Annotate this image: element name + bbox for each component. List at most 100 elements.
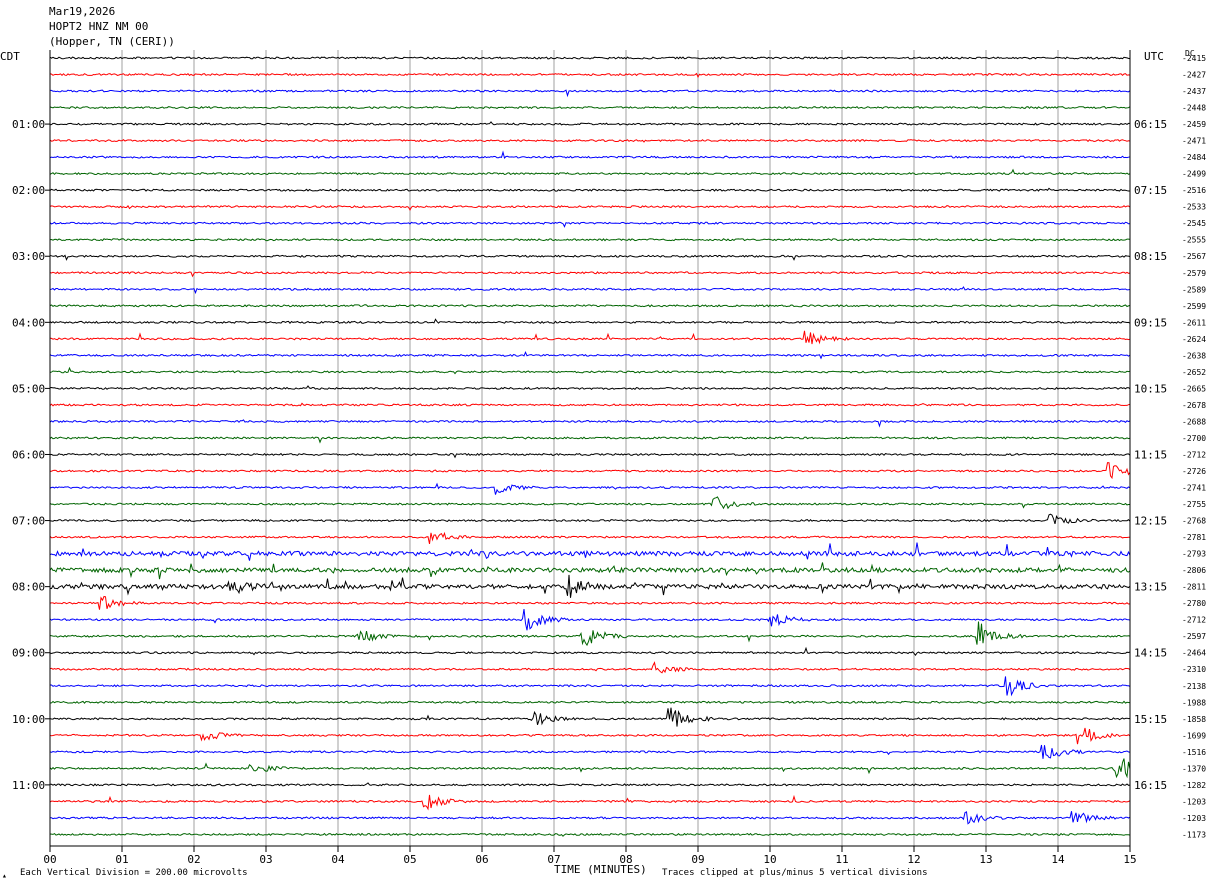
trace-line [49, 452, 1131, 459]
dc-offset-label: -2471 [1182, 137, 1206, 146]
utc-hour-label: 09:15 [1134, 316, 1167, 329]
trace-line [49, 513, 1131, 525]
utc-hour-label: 13:15 [1134, 581, 1167, 594]
trace-line [49, 782, 1131, 787]
trace-line [49, 304, 1131, 308]
dc-offset-label: -2597 [1182, 632, 1206, 641]
dc-offset-label: -1203 [1182, 814, 1206, 823]
trace-line [49, 121, 1130, 126]
dc-offset-label: -2599 [1182, 302, 1206, 311]
cdt-hour-label: 05:00 [12, 382, 45, 395]
dc-offset-label: -2516 [1182, 186, 1206, 195]
trace-line [49, 562, 1131, 580]
utc-hour-label: 06:15 [1134, 118, 1167, 131]
dc-offset-label: -2533 [1182, 203, 1206, 212]
trace-line [49, 351, 1131, 360]
header-date: Mar19,2026 [49, 5, 116, 18]
dc-offset-label: -2624 [1182, 335, 1206, 344]
cdt-hour-label: 09:00 [12, 647, 45, 660]
x-tick-label: 11 [835, 853, 848, 866]
dc-offset-label: -2310 [1182, 665, 1206, 674]
cdt-hour-label: 03:00 [12, 250, 45, 263]
trace-line [49, 646, 1131, 657]
trace-line [49, 330, 1131, 345]
dc-offset-label: -2459 [1182, 120, 1206, 129]
trace-line [49, 72, 1131, 79]
trace-line [50, 89, 1131, 98]
x-tick-label: 00 [43, 853, 56, 866]
trace-line [49, 542, 1131, 561]
scale-note: Each Vertical Division = 200.00 microvol… [20, 868, 248, 878]
dc-offset-label: -1516 [1182, 748, 1206, 757]
utc-hour-label: 10:15 [1134, 382, 1167, 395]
x-tick-label: 07 [547, 853, 560, 866]
dc-offset-label: -2811 [1182, 583, 1206, 592]
utc-hour-label: 16:15 [1134, 779, 1167, 792]
x-tick-label: 15 [1123, 853, 1136, 866]
trace-line [49, 238, 1131, 242]
dc-offset-label: -1203 [1182, 797, 1206, 806]
trace-line [49, 758, 1131, 779]
trace-line [49, 105, 1131, 110]
dc-offset-label: -2806 [1182, 566, 1206, 575]
trace-line [49, 574, 1131, 598]
dc-offset-label: -2793 [1182, 550, 1206, 559]
trace-line [49, 150, 1131, 159]
trace-line [49, 221, 1131, 228]
dc-offset-label: -2768 [1182, 517, 1206, 526]
dc-offset-label: -1988 [1182, 698, 1206, 707]
dc-offset-label: -2638 [1182, 351, 1206, 360]
x-tick-label: 01 [115, 853, 128, 866]
dc-offset-label: -2665 [1182, 384, 1206, 393]
trace-line [49, 56, 1131, 60]
trace-line [49, 482, 1131, 495]
trace-line [49, 204, 1131, 212]
trace-line [49, 744, 1131, 759]
x-tick-label: 09 [691, 853, 704, 866]
utc-hour-label: 08:15 [1134, 250, 1167, 263]
trace-line [49, 832, 1131, 837]
dc-offset-label: -2688 [1182, 417, 1206, 426]
seismic-traces [49, 56, 1131, 837]
clip-note: Traces clipped at plus/minus 5 vertical … [662, 868, 928, 878]
trace-line [50, 676, 1131, 697]
trace-line [49, 436, 1131, 444]
trace-line [49, 402, 1131, 407]
cdt-hour-label: 08:00 [12, 581, 45, 594]
trace-line [49, 419, 1131, 428]
trace-line [49, 621, 1131, 647]
cdt-hour-label: 10:00 [12, 713, 45, 726]
trace-line [49, 727, 1131, 745]
cdt-hour-label: 06:00 [12, 448, 45, 461]
trace-line [49, 138, 1131, 143]
dc-offset-label: -2700 [1182, 434, 1206, 443]
trace-line [49, 385, 1131, 391]
plot-frame [45, 50, 1131, 852]
vertical-gridlines [49, 50, 1131, 846]
dc-offset-label: -2415 [1182, 54, 1206, 63]
utc-hour-label: 11:15 [1134, 448, 1167, 461]
dc-offset-label: -2712 [1182, 616, 1206, 625]
x-tick-label: 04 [331, 853, 345, 866]
trace-line [49, 661, 1131, 674]
x-tick-label: 06 [475, 853, 488, 866]
utc-hour-label: 15:15 [1134, 713, 1167, 726]
trace-line [49, 462, 1131, 480]
scale-marker-icon: ▴ [2, 871, 7, 880]
dc-offset-label: -2484 [1182, 153, 1206, 162]
trace-line [49, 496, 1130, 510]
dc-offset-label: -1282 [1182, 781, 1206, 790]
cdt-hour-label: 07:00 [12, 515, 45, 528]
trace-line [49, 366, 1131, 375]
x-tick-label: 12 [907, 853, 920, 866]
right-axis-label: UTC [1144, 50, 1164, 63]
x-tick-label: 02 [187, 853, 200, 866]
dc-offset-label: -2755 [1182, 500, 1206, 509]
trace-line [49, 609, 1131, 631]
dc-offset-label: -1858 [1182, 715, 1206, 724]
trace-line [49, 700, 1131, 704]
dc-offset-label: -1699 [1182, 731, 1206, 740]
trace-line [49, 531, 1130, 545]
header-station: HOPT2 HNZ NM 00 [49, 20, 149, 33]
